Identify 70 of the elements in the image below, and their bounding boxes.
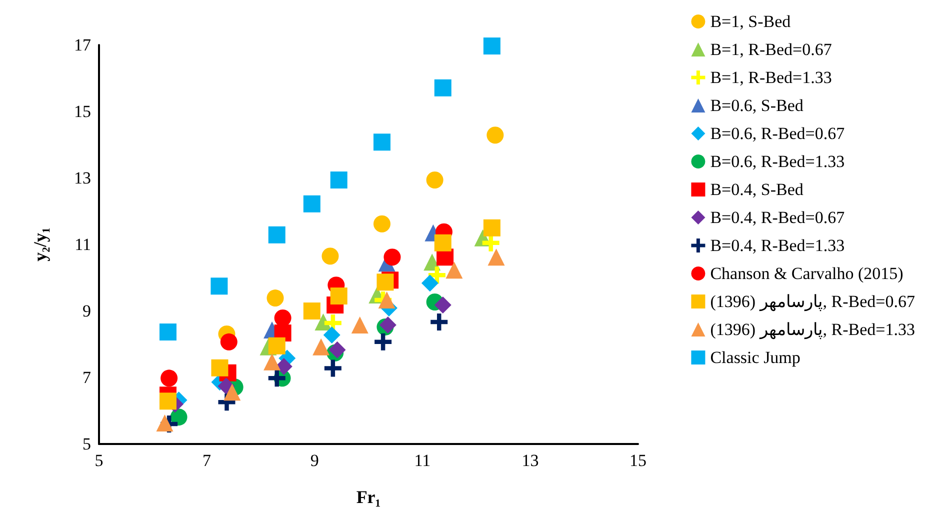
- point: [446, 262, 463, 279]
- point: [482, 234, 500, 252]
- point: [376, 274, 394, 291]
- point: [426, 172, 444, 188]
- point: [434, 79, 452, 96]
- point: [328, 341, 346, 358]
- point: [434, 234, 452, 252]
- x-tick-label: 15: [630, 451, 646, 470]
- point: [384, 248, 401, 266]
- point: [430, 313, 448, 330]
- point: [303, 195, 320, 212]
- legend-label: B=1, S-Bed: [710, 12, 792, 31]
- point: [159, 323, 176, 340]
- point: [373, 215, 390, 232]
- y-tick-label: 13: [74, 168, 91, 188]
- point: [374, 333, 392, 350]
- point: [434, 296, 452, 314]
- point: [324, 360, 342, 377]
- point: [160, 370, 178, 387]
- point: [303, 302, 320, 320]
- point: [268, 370, 286, 387]
- point: [483, 219, 500, 236]
- legend-label: B=0.4, R-Bed=0.67: [710, 208, 846, 227]
- point: [266, 290, 284, 307]
- legend-label: Chanson & Carvalho (2015): [710, 264, 904, 283]
- x-axis-title: Fr₁: [356, 487, 381, 507]
- point: [330, 171, 348, 188]
- legend-label: Classic Jump: [710, 348, 800, 367]
- x-tick-label: 7: [202, 451, 212, 470]
- point: [322, 248, 339, 265]
- point: [323, 326, 340, 344]
- legend-label: B=0.4, R-Bed=1.33: [710, 236, 845, 255]
- point: [268, 337, 286, 354]
- y-tick-label: 17: [74, 36, 92, 54]
- legend-label: پارسامهر (1396), R-Bed=1.33: [710, 320, 916, 340]
- legend-label: B=1, R-Bed=0.67: [710, 40, 832, 59]
- point: [330, 288, 348, 305]
- y-tick-label: 9: [82, 302, 91, 320]
- legend-label: B=1, R-Bed=1.33: [710, 68, 832, 87]
- y-tick-label: 7: [82, 368, 92, 387]
- point: [378, 292, 396, 309]
- point: [264, 353, 281, 370]
- point: [274, 309, 292, 326]
- y-axis-title: y₂/y₁: [30, 228, 50, 262]
- y-tick-label: 5: [82, 434, 91, 454]
- point: [220, 333, 238, 350]
- point: [351, 316, 368, 334]
- x-tick-label: 11: [414, 451, 431, 470]
- legend-label: B=0.6, R-Bed=0.67: [710, 124, 846, 143]
- x-tick-label: 13: [522, 451, 539, 470]
- point: [421, 274, 438, 292]
- point: [211, 359, 228, 376]
- legend-label: B=0.6, R-Bed=1.33: [710, 152, 845, 171]
- y-tick-label: 11: [74, 235, 91, 254]
- point: [159, 392, 176, 410]
- point: [210, 278, 228, 295]
- point: [224, 384, 241, 401]
- x-tick-label: 5: [94, 451, 104, 470]
- point: [312, 338, 330, 356]
- legend-label: پارسامهر (1396), R-Bed=0.67: [710, 292, 916, 312]
- point: [373, 134, 390, 151]
- point: [268, 226, 286, 244]
- point: [488, 248, 505, 266]
- point: [156, 414, 174, 432]
- legend-label: B=0.6, S-Bed: [710, 96, 804, 115]
- point: [483, 38, 500, 54]
- legend-label: B=0.4, S-Bed: [710, 180, 804, 199]
- point: [486, 126, 504, 144]
- y-tick-label: 15: [74, 102, 91, 121]
- x-tick-label: 9: [310, 451, 319, 470]
